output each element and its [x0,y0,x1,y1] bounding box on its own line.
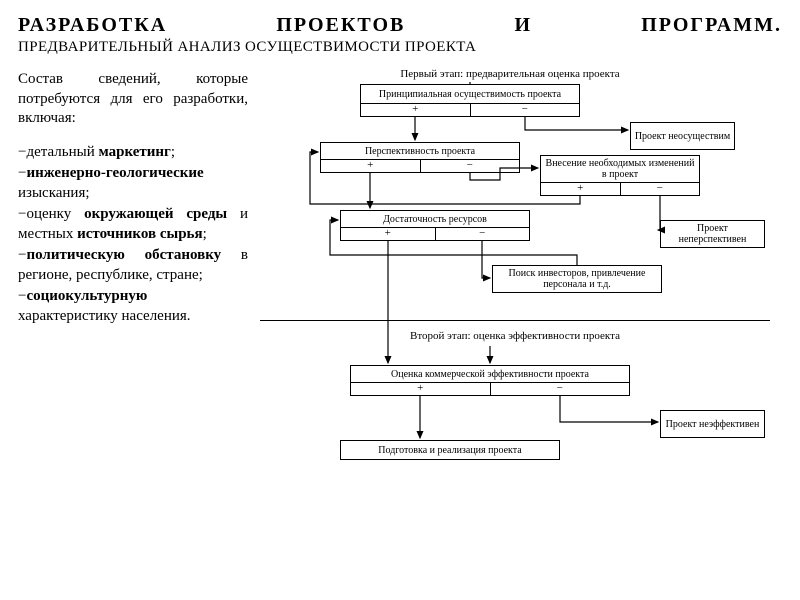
title-sub: ПРЕДВАРИТЕЛЬНЫЙ АНАЛИЗ ОСУЩЕСТВИМОСТИ ПР… [18,39,782,56]
list-item: −политическую обстановку в регионе, респ… [18,246,248,285]
list-item: −инженерно-геологические изыскания; [18,164,248,203]
bullet-list: −детальный маркетинг; −инженерно-геологи… [18,143,248,327]
content-row: Состав сведений, которые потребуются для… [18,70,782,328]
connector-lines [260,70,780,490]
list-item: −оценку окружающей среды и местных источ… [18,205,248,244]
intro-text: Состав сведений, которые потребуются для… [18,70,248,129]
left-text-column: Состав сведений, которые потребуются для… [18,70,248,328]
list-item: −социокультурную характеристику населени… [18,287,248,326]
flowchart-area: Первый этап: предварительная оценка прое… [260,70,782,328]
list-item: −детальный маркетинг; [18,143,248,163]
title-main: РАЗРАБОТКА ПРОЕКТОВ И ПРОГРАММ. [18,14,782,37]
